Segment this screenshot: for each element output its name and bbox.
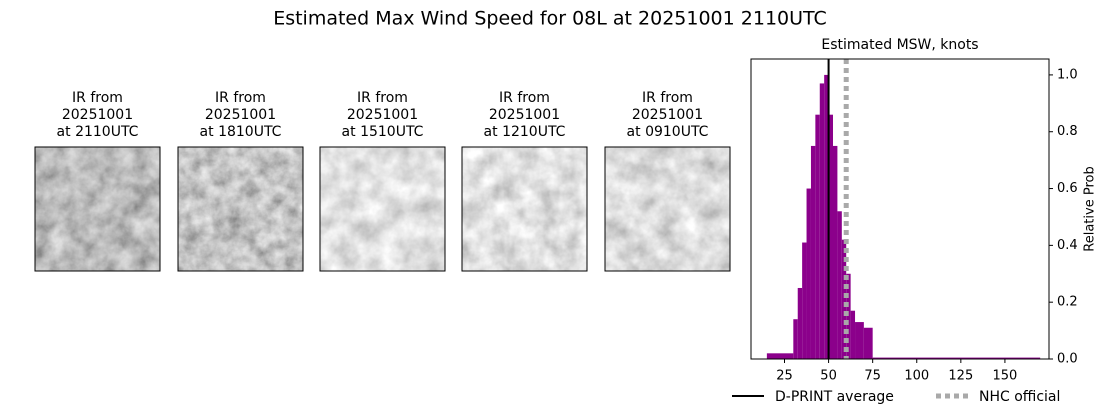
panel-label: 20251001 [632, 107, 703, 123]
bar [863, 327, 873, 359]
ir-image [462, 147, 587, 271]
y-tick-label: 1.0 [1057, 67, 1078, 82]
figure-title: Estimated Max Wind Speed for 08L at 2025… [273, 8, 827, 30]
bar [855, 322, 864, 359]
panel-label: IR from [499, 90, 550, 106]
bar [815, 114, 820, 359]
bar [872, 357, 1041, 359]
panel-label: IR from [357, 90, 408, 106]
bar [824, 74, 829, 359]
ir-image [320, 147, 445, 271]
ir-image [35, 147, 160, 271]
bar [841, 239, 847, 359]
bar [846, 273, 851, 359]
bar [810, 145, 816, 359]
y-tick-label: 0.6 [1057, 181, 1078, 196]
bar [837, 211, 842, 359]
bar [828, 114, 833, 359]
panel-label: IR from [215, 90, 266, 106]
bar [766, 353, 794, 359]
panel-label: at 1210UTC [484, 124, 566, 140]
x-tick-label: 25 [776, 369, 793, 384]
panel-label: IR from [72, 90, 123, 106]
panel-label: at 1510UTC [342, 124, 424, 140]
panel-label: at 0910UTC [627, 124, 709, 140]
panel-label: 20251001 [205, 107, 276, 123]
image-frame [461, 146, 588, 272]
panel-label: at 1810UTC [200, 124, 282, 140]
x-tick-label: 100 [904, 369, 929, 384]
legend-label: D-PRINT average [775, 389, 894, 405]
bar [850, 310, 856, 359]
x-tick-label: 125 [948, 369, 973, 384]
histogram-chart: Estimated MSW, knots D-PRINT average NHC o… [732, 37, 1098, 405]
x-tick-label: 150 [993, 369, 1018, 384]
ir-image [178, 147, 303, 271]
chart-title: Estimated MSW, knots [821, 37, 978, 53]
plot-frame [750, 58, 1050, 360]
y-tick-label: 0.2 [1057, 295, 1078, 310]
panel-label: 20251001 [489, 107, 560, 123]
legend-label: NHC official [979, 389, 1060, 405]
image-frame [604, 146, 731, 272]
panel-label: at 2110UTC [57, 124, 139, 140]
bar [819, 83, 825, 359]
y-tick-label: 0.0 [1057, 352, 1078, 367]
ir-image [605, 147, 730, 271]
image-frame [319, 146, 446, 272]
bar [802, 242, 807, 359]
y-axis-label: Relative Prob [1083, 166, 1098, 251]
y-tick-label: 0.4 [1057, 238, 1078, 253]
image-frame [34, 146, 161, 272]
bar [797, 287, 803, 359]
panel-label: 20251001 [347, 107, 418, 123]
panel-label: 20251001 [62, 107, 133, 123]
image-frame [177, 146, 304, 272]
x-tick-label: 50 [820, 369, 837, 384]
bar [832, 145, 838, 359]
x-tick-label: 75 [864, 369, 881, 384]
panel-label: IR from [642, 90, 693, 106]
bar [793, 319, 798, 359]
y-tick-label: 0.8 [1057, 124, 1078, 139]
bar [806, 188, 811, 359]
